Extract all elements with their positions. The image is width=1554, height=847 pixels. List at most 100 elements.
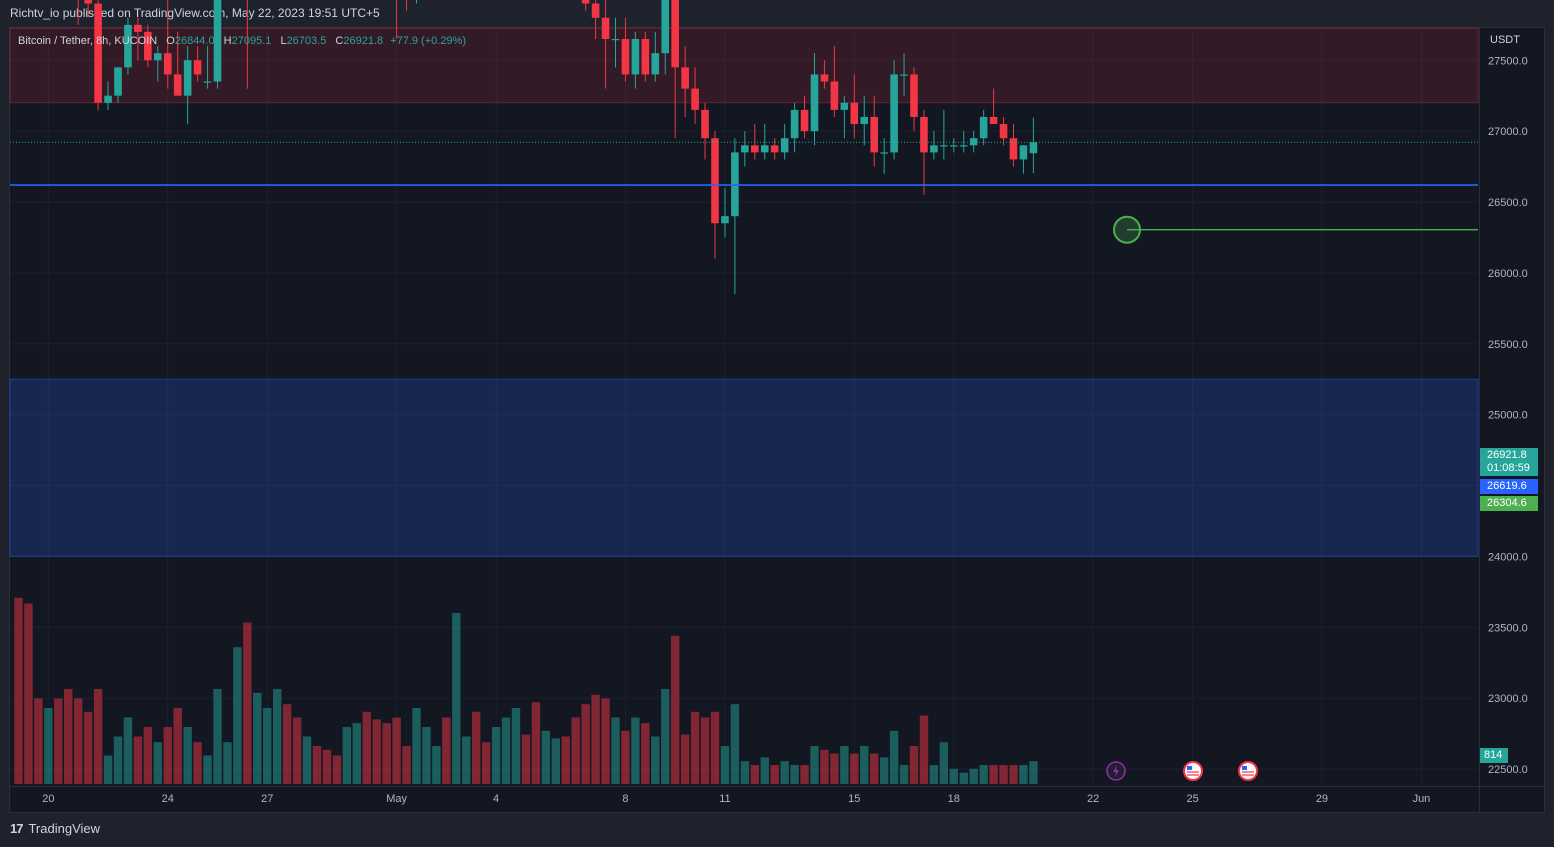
y-tick-label: 22500.0 — [1488, 764, 1528, 776]
volume-bar — [870, 753, 879, 784]
close-label: C — [335, 35, 344, 47]
volume-bar — [899, 765, 909, 784]
x-tick-label: 15 — [848, 793, 860, 805]
candle-body — [631, 38, 640, 75]
target-circle — [1113, 215, 1141, 244]
candle-body — [1019, 145, 1028, 160]
x-tick-label: 22 — [1087, 793, 1099, 805]
volume-bar — [820, 749, 829, 784]
volume-bar — [103, 755, 113, 784]
volume-bar — [332, 755, 342, 784]
candle-body — [591, 3, 600, 18]
candle-body — [890, 74, 898, 153]
volume-bar — [989, 765, 998, 784]
candle-body — [930, 145, 938, 153]
candle-body — [920, 116, 928, 153]
volume-bar — [54, 698, 63, 784]
volume-bar — [850, 753, 859, 784]
candle-body — [999, 124, 1008, 139]
candle-body — [711, 138, 719, 224]
volume-bar — [173, 708, 182, 784]
volume-bar — [491, 727, 501, 784]
x-tick-label: 18 — [948, 793, 960, 805]
volume-bar — [909, 746, 919, 784]
volume-bar — [800, 765, 809, 784]
last-price: 26921.8 — [1487, 449, 1527, 461]
volume-bar — [631, 717, 640, 784]
volume-bar — [671, 635, 680, 784]
volume-bar — [541, 730, 551, 784]
candle-body — [671, 0, 679, 68]
candle-body — [870, 116, 878, 153]
symbol-name[interactable]: Bitcoin / Tether, 8h, KUCOIN — [18, 35, 158, 47]
candle-body — [850, 102, 859, 125]
volume-bar — [830, 753, 839, 784]
close-value: 26921.8 — [343, 35, 384, 47]
y-tick-label: 27000.0 — [1488, 126, 1528, 138]
y-tick-label: 26500.0 — [1488, 197, 1528, 209]
candle-body — [780, 138, 789, 153]
candle-body — [104, 95, 112, 103]
volume-bar — [352, 723, 361, 784]
volume-bar — [392, 717, 401, 784]
support-line-tag: 26619.6 — [1480, 479, 1538, 494]
us-flag-event-icon — [1183, 761, 1203, 781]
candle-body — [830, 81, 839, 110]
chart-frame[interactable] — [9, 27, 1545, 813]
volume-bar — [810, 746, 819, 784]
candle-body — [173, 74, 182, 96]
volume-bar — [74, 698, 83, 784]
volume-bar — [362, 711, 371, 784]
volume-bar — [24, 603, 33, 784]
volume-bar — [342, 727, 352, 784]
candle-body — [94, 3, 102, 103]
candle-body — [691, 88, 699, 110]
volume-bar — [879, 757, 889, 784]
volume-bar — [501, 717, 511, 784]
currency-label[interactable]: USDT — [1490, 34, 1520, 46]
y-tick-label: 24000.0 — [1488, 551, 1528, 563]
volume-bar — [611, 717, 620, 784]
volume-bar — [601, 698, 610, 784]
candle-body — [154, 53, 162, 61]
volume-bar — [153, 742, 162, 784]
volume-bar — [690, 711, 700, 784]
volume-bar — [382, 723, 391, 784]
us-flag-canton — [1242, 766, 1247, 770]
y-tick-label: 25000.0 — [1488, 410, 1528, 422]
open-value: 26844.0 — [174, 35, 215, 47]
candle-body — [741, 145, 749, 153]
x-tick-label: 27 — [261, 793, 273, 805]
volume-bar — [64, 689, 73, 784]
zone-demand — [9, 378, 1479, 557]
candle-body — [721, 216, 729, 224]
volume-bar — [780, 761, 789, 784]
candle-body — [183, 60, 192, 96]
high-value: 27095.1 — [231, 35, 272, 47]
candle-body — [701, 109, 709, 139]
y-tick-label: 23500.0 — [1488, 622, 1528, 634]
volume-bar — [889, 730, 899, 784]
candle-body — [800, 109, 809, 132]
volume-bar — [621, 730, 630, 784]
volume-bar — [1019, 765, 1028, 784]
volume-bar — [591, 694, 600, 784]
volume-bar — [651, 736, 660, 784]
volume-bar — [34, 698, 43, 784]
us-flag-event-icon — [1238, 761, 1258, 781]
volume-bar — [292, 717, 302, 784]
volume-bar — [939, 742, 949, 784]
tradingview-logo-icon[interactable]: 17 — [10, 821, 24, 836]
volume-bar — [203, 755, 212, 784]
candle-body — [959, 145, 968, 147]
candle-body — [641, 38, 650, 75]
volume-bar — [193, 742, 202, 784]
volume-bar — [481, 742, 491, 784]
volume-bar — [233, 647, 242, 784]
candle-body — [213, 0, 222, 82]
brand-name[interactable]: TradingView — [28, 821, 101, 836]
candle-body — [651, 53, 660, 75]
volume-bar — [919, 715, 929, 784]
volume-bar — [730, 704, 740, 784]
